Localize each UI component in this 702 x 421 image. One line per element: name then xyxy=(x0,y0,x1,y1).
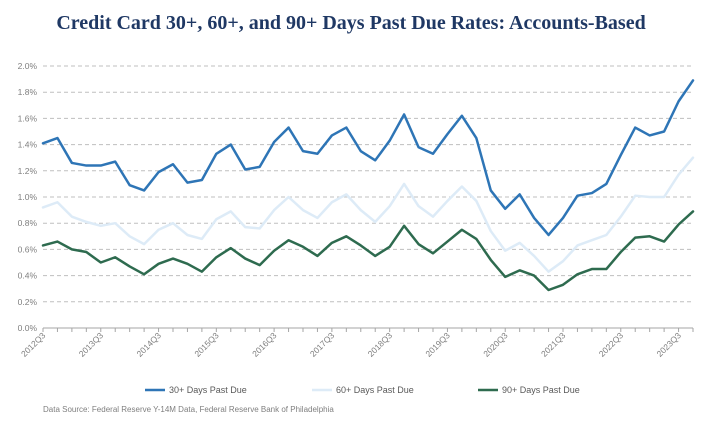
y-tick-label: 1.8% xyxy=(18,87,38,97)
y-tick-label: 0.4% xyxy=(18,271,38,281)
x-tick-label: 2016Q3 xyxy=(250,330,279,359)
series-line-60-plus xyxy=(41,156,695,273)
y-tick-label: 2.0% xyxy=(18,61,38,71)
series-line-90-plus xyxy=(41,210,695,292)
y-tick-label: 1.0% xyxy=(18,192,38,202)
x-tick-label: 2023Q3 xyxy=(655,330,684,359)
y-tick-label: 1.4% xyxy=(18,140,38,150)
x-tick-label: 2018Q3 xyxy=(366,330,395,359)
y-tick-label: 1.2% xyxy=(18,166,38,176)
legend-label: 30+ Days Past Due xyxy=(169,385,247,395)
x-tick-label: 2015Q3 xyxy=(192,330,221,359)
series-lines xyxy=(41,79,695,292)
x-tick-label: 2017Q3 xyxy=(308,330,337,359)
y-tick-label: 0.8% xyxy=(18,218,38,228)
y-tick-label: 0.2% xyxy=(18,297,38,307)
x-tick-label: 2012Q3 xyxy=(19,330,48,359)
chart-title: Credit Card 30+, 60+, and 90+ Days Past … xyxy=(56,12,645,34)
y-tick-label: 1.6% xyxy=(18,113,38,123)
x-tick-label: 2014Q3 xyxy=(135,330,164,359)
y-tick-label: 0.0% xyxy=(18,323,38,333)
legend-label: 60+ Days Past Due xyxy=(336,385,414,395)
x-tick-label: 2019Q3 xyxy=(423,330,452,359)
legend: 30+ Days Past Due 60+ Days Past Due 90+ Da… xyxy=(145,385,580,395)
gridlines xyxy=(43,65,693,303)
y-tick-label: 0.6% xyxy=(18,244,38,254)
data-source-note: Data Source: Federal Reserve Y-14M Data,… xyxy=(43,405,334,414)
x-tick-label: 2022Q3 xyxy=(597,330,626,359)
axes: 0.0% 0.2% 0.4% 0.6% 0.8% 1.0% 1.2% 1.4% 1.6% 1.8%… xyxy=(18,61,694,359)
x-tick-label: 2013Q3 xyxy=(77,330,106,359)
x-tick-label: 2020Q3 xyxy=(481,330,510,359)
legend-label: 90+ Days Past Due xyxy=(502,385,580,395)
series-line-30-plus xyxy=(41,79,695,237)
x-tick-label: 2021Q3 xyxy=(539,330,568,359)
